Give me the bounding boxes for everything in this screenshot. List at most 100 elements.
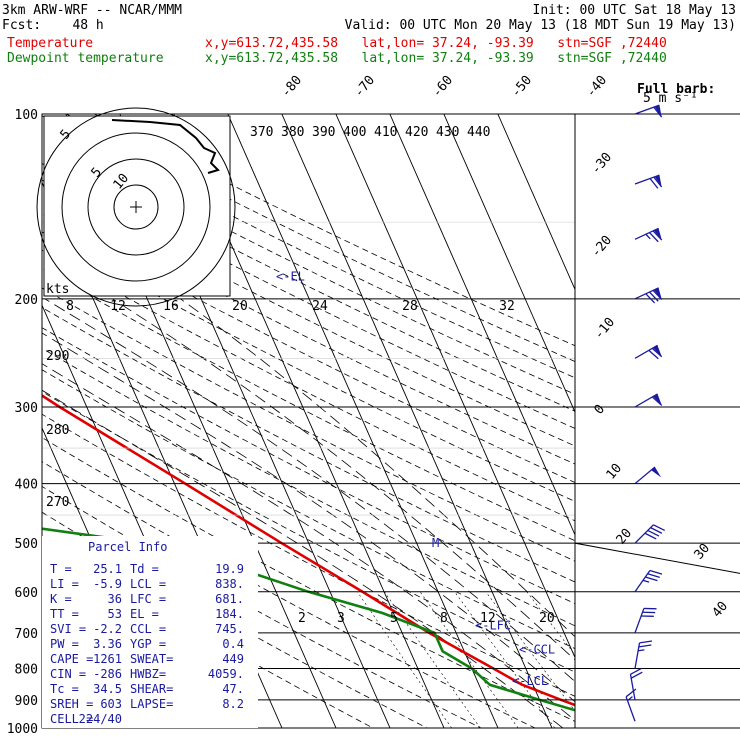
plot-frame-right (574, 114, 740, 574)
mixing-ratio-line (357, 591, 452, 728)
mixing-ratio-label: 8 (440, 611, 448, 626)
wind-barb (634, 344, 663, 360)
speed-scale-label: 12 (110, 299, 126, 314)
speed-scale-label: 16 (163, 299, 179, 314)
wind-barb-flag (653, 393, 662, 406)
hodograph-ring (36, 107, 236, 307)
pressure-tick-label: 600 (15, 586, 38, 601)
dewpoint-legend: Dewpoint temperature (7, 51, 164, 66)
parcel-value-b: 47. (222, 682, 244, 696)
parcel-key-a: Tc = (50, 682, 79, 696)
parcel-key-a: SREH = (50, 697, 93, 711)
temperature-legend: Temperature (7, 36, 94, 51)
fcst-value: 48 h (72, 18, 104, 33)
pressure-tick-label: 100 (15, 108, 38, 123)
hodograph-ring (113, 184, 159, 230)
wind-barb-full (649, 178, 659, 189)
wind-barb (634, 524, 665, 544)
wind-barb-staff (629, 674, 636, 701)
hodograph-panel (43, 115, 231, 297)
parcel-key-b: CCL = (130, 622, 166, 636)
hodograph-trace (111, 119, 220, 174)
parcel-key-b: SWEAT= (130, 652, 173, 666)
el-marker: <-EL (276, 270, 305, 284)
isotherm-label: 30 (692, 541, 714, 563)
parcel-info-title: Parcel Info (88, 540, 167, 554)
isotherm-label: -50 (509, 73, 536, 101)
wind-barb-flag (651, 466, 662, 478)
wind-barb-full (653, 524, 665, 532)
isotherm-line (281, 114, 553, 728)
wind-barb-full (652, 230, 663, 241)
wind-barb (634, 569, 663, 593)
wind-barb-full (639, 640, 653, 644)
theta-label: 380 (281, 125, 304, 140)
wind-barb-full (652, 289, 663, 301)
wind-barb-flag (654, 105, 662, 118)
parcel-key-a: TT = (50, 607, 79, 621)
parcel-value-a: 25.1 (93, 562, 122, 576)
wind-barb-full (642, 611, 656, 614)
hodograph-unit-label: kts (46, 282, 69, 297)
isotherm-label: -40 (584, 73, 611, 101)
parcel-value-a: 224/40 (79, 712, 122, 726)
pressure-tick-label: 800 (15, 662, 38, 677)
moist-adiabat (42, 332, 575, 703)
parcel-key-b: HWBZ= (130, 667, 166, 681)
dewpoint-location: x,y=613.72,435.58 lat,lon= 37.24, -93.39… (205, 51, 667, 66)
init-time: Init: 00 UTC Sat 18 May 13 (532, 3, 737, 18)
isotherm-line (0, 114, 12, 728)
parcel-key-a: CIN = (50, 667, 86, 681)
pressure-tick-label: 700 (15, 627, 38, 642)
pressure-tick-label: 1000 (7, 722, 38, 737)
parcel-value-a: -286 (93, 667, 122, 681)
wind-barb-full (647, 573, 660, 578)
speed-scale-label: 20 (232, 299, 248, 314)
wind-barb-full (641, 615, 654, 617)
pressure-tick-label: 500 (15, 537, 38, 552)
wind-barb (634, 466, 662, 485)
wind-key-title: Full barb: (637, 82, 715, 97)
parcel-key-b: EL = (130, 607, 159, 621)
parcel-value-b: 19.9 (215, 562, 244, 576)
temperature-location: x,y=613.72,435.58 lat,lon= 37.24, -93.39… (205, 36, 667, 51)
isotherm-line (443, 114, 575, 414)
valid-time: Valid: 00 UTC Mon 20 May 13 (18 MDT Sun … (344, 18, 736, 33)
theta-label: 420 (405, 125, 428, 140)
mixing-ratio-label: 3 (337, 611, 345, 626)
isotherm-line (227, 114, 499, 728)
wind-barb-full (630, 667, 642, 675)
wind-barb-full (653, 176, 663, 188)
wind-barb-staff (634, 287, 659, 300)
mixing-ratio-line (526, 591, 575, 656)
wind-barb-full (653, 106, 663, 118)
parcel-key-a: K = (50, 592, 72, 606)
theta-label: 410 (374, 125, 397, 140)
wind-barb (625, 688, 637, 722)
wind-barb-full (643, 607, 657, 610)
theta-side-label: 290 (46, 349, 69, 364)
wind-barb (634, 287, 663, 304)
pressure-tick-label: 900 (15, 694, 38, 709)
wind-barb (634, 640, 653, 669)
model-title: 3km ARW-WRF -- NCAR/MMM (2, 3, 183, 18)
fcst-label: Fcst: (2, 18, 42, 33)
wind-barb-staff (634, 393, 658, 408)
parcel-value-b: 0.4 (222, 637, 244, 651)
speed-scale-label: 28 (402, 299, 418, 314)
hodograph-ring (61, 132, 211, 282)
wind-barb-staff (634, 570, 651, 593)
wind-key-units: 5 m s⁻¹ (643, 91, 698, 106)
speed-scale-label: 8 (66, 299, 74, 314)
wind-barb (634, 607, 657, 634)
parcel-info-box (42, 536, 258, 728)
parcel-value-a: 3.36 (93, 637, 122, 651)
lcl-marker: <-LCL (512, 674, 548, 688)
wind-barb-flag (653, 345, 662, 357)
ccl-marker: <-CCL (519, 643, 555, 657)
wind-barb-full (638, 644, 652, 648)
isotherm-label: -80 (279, 73, 306, 101)
forecast-label: Fcst: 48 h (2, 18, 104, 33)
parcel-value-b: 449 (222, 652, 244, 666)
